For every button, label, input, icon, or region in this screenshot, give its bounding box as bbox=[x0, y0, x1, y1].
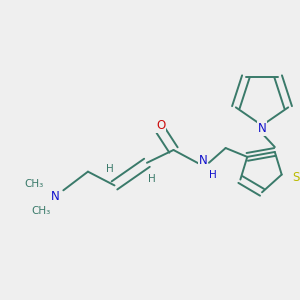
Text: CH₃: CH₃ bbox=[31, 206, 50, 216]
Text: CH₃: CH₃ bbox=[24, 179, 44, 189]
Text: H: H bbox=[209, 169, 217, 180]
Text: H: H bbox=[106, 164, 113, 174]
Text: N: N bbox=[199, 154, 207, 167]
Text: H: H bbox=[148, 173, 156, 184]
Text: S: S bbox=[292, 171, 299, 184]
Text: O: O bbox=[156, 119, 165, 132]
Text: N: N bbox=[258, 122, 266, 135]
Text: N: N bbox=[51, 190, 60, 203]
